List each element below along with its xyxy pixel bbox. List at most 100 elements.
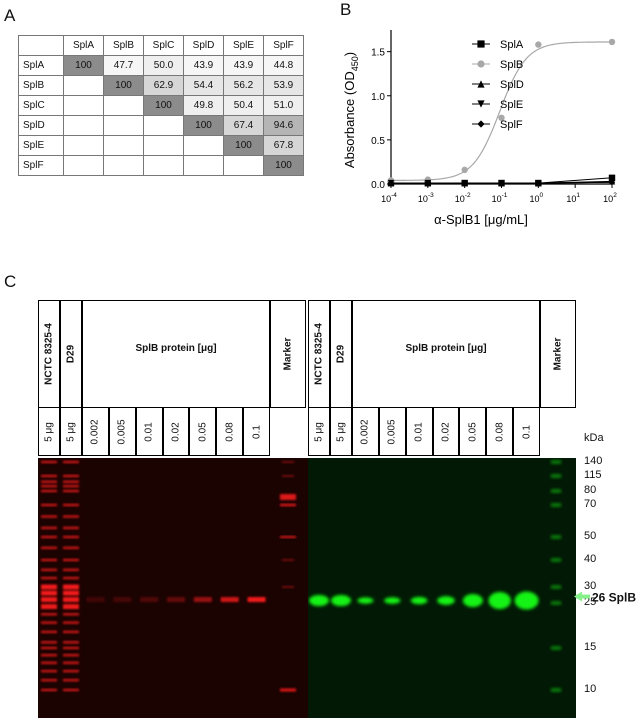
x-tick-label: 100 [530,192,544,204]
lane-amount-label: 0.1 [521,424,533,439]
red-band [63,590,79,596]
green-marker-band [551,474,561,478]
data-point-splf [387,179,395,187]
identity-cell: 100 [223,135,264,156]
x-tick-base: 10 [566,194,576,204]
lane-amount-label: 0.005 [116,418,128,445]
lane-amount: 0.1 [243,408,270,456]
identity-cell [63,135,104,156]
x-tick-label: 10-3 [418,192,434,204]
lane-amount-label: 0.02 [170,421,182,442]
green-marker-band [551,585,561,589]
red-band [63,653,79,657]
protein-column-label: SplB protein [μg] [405,343,487,354]
identity-cell [143,155,184,176]
strain-column: D29 [60,300,82,408]
red-band [41,535,57,539]
lane-amount-label: 0.002 [89,418,101,445]
legend-label: SplF [500,119,523,131]
red-band [41,678,57,682]
legend-label: SplE [500,99,523,111]
identity-cell: 54.4 [183,75,224,96]
green-marker-band [551,558,561,562]
identity-cell [143,135,184,156]
lane-amount: 0.05 [189,408,217,456]
x-tick-base: 10 [381,194,391,204]
strain-column: NCTC 8325-4 [38,300,60,408]
red-band [41,474,57,478]
data-point-splf [608,179,616,186]
strain-column: D29 [330,300,352,408]
lane-amount: 0.005 [108,408,136,456]
green-marker-band [551,646,561,650]
row-header: SplF [18,155,64,176]
x-tick-exponent: -3 [428,192,434,199]
lane-amount-label: 0.1 [251,424,263,439]
x-tick-base: 10 [530,194,540,204]
kda-ladder-label: 115 [584,469,602,481]
data-point-splb [535,41,542,48]
identity-cell: 53.9 [263,75,304,96]
identity-cell: 62.9 [143,75,184,96]
marker-column-label: Marker [282,337,294,371]
red-marker-band [280,503,296,507]
red-band [63,474,79,478]
lane-amount-label: 5 μg [313,421,325,442]
red-band [41,584,57,590]
red-band [63,688,79,692]
red-band [63,661,79,665]
fit-curve-splf [391,181,613,184]
absorbance-chart: 0.00.51.01.510-4 10-3 10-2 10-1 100 101 102 Sp… [342,30,617,227]
red-band [63,526,79,530]
red-band [63,678,79,682]
lane-amount-label: 0.01 [413,421,425,442]
sequence-identity-table: SplA SplB SplC SplD SplE SplF SplA 100 47.7 50.0 4… [18,35,304,176]
red-band [63,503,79,507]
green-splb-band [488,591,511,610]
lane-amount-label: 0.08 [494,421,506,442]
identity-cell [103,95,144,116]
red-marker-band [280,494,296,500]
lane-amount: 0.01 [405,408,433,456]
lane-amount: 0.002 [352,408,379,456]
kda-ladder-label: 40 [584,553,597,565]
row-header: SplB [18,75,64,96]
row-header: SplE [18,135,64,156]
lane-amount-label: 0.08 [224,421,236,442]
data-point-splf [498,179,505,187]
identity-cell [103,135,144,156]
red-band [41,646,57,650]
lane-amount: 0.002 [82,408,109,456]
x-tick-label: 10-1 [492,192,508,204]
red-band [41,546,57,550]
strain-column-label: D29 [65,344,77,364]
identity-cell: 100 [263,155,304,176]
identity-cell: 67.8 [263,135,304,156]
identity-cell [103,115,144,136]
green-marker-band [551,688,561,692]
column-header: SplC [143,35,184,56]
panel-b-label: B [340,0,352,19]
protein-column: SplB protein [μg] [352,300,540,408]
lane-amount: 5 μg [38,408,60,456]
lane-amount-label: 5 μg [335,421,347,442]
data-point-splb [461,166,468,174]
legend-marker-sple [477,100,485,108]
data-point-splf [461,179,468,187]
table-row: SplA 100 47.7 50.0 43.9 43.9 44.8 [18,55,304,76]
band-arrow-icon [574,591,590,602]
table-row: SplC 100 49.8 50.4 51.0 [18,95,304,116]
row-header: SplD [18,115,64,136]
lane-amount: 0.08 [216,408,244,456]
red-band [41,503,57,507]
green-marker-band [551,460,561,464]
strain-column: NCTC 8325-4 [308,300,330,408]
red-marker-band [280,536,296,538]
identity-cell: 94.6 [263,115,304,136]
red-splb-band [167,597,185,603]
x-tick-exponent: -2 [465,192,471,199]
lane-amount: 0.005 [378,408,406,456]
green-marker-band [551,503,561,507]
x-tick-base: 10 [455,194,465,204]
green-splb-band [462,594,483,608]
